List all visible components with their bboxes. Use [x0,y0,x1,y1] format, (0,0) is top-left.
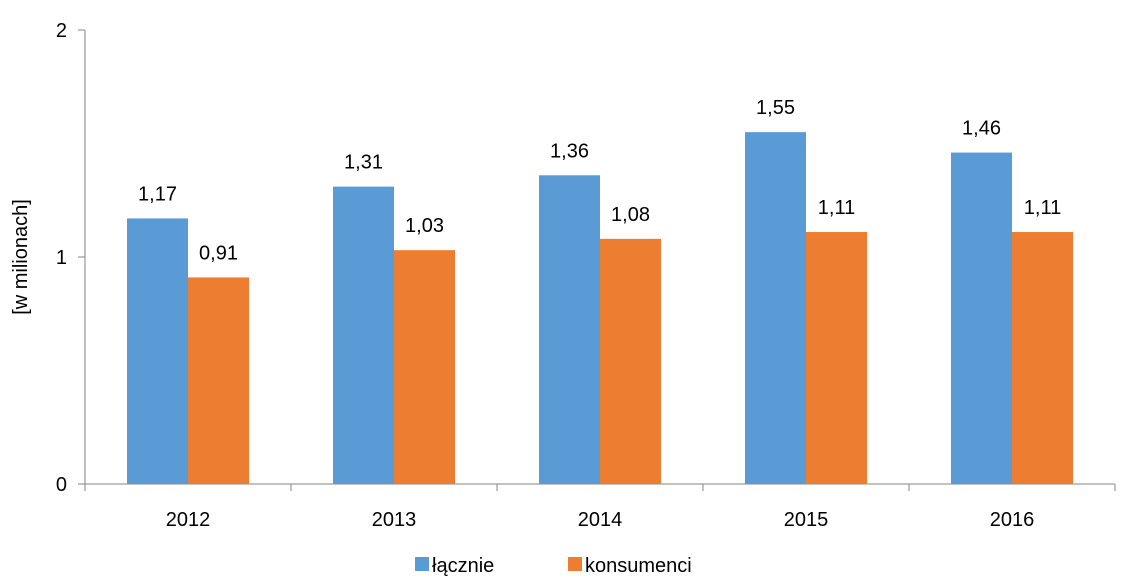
y-tick-label: 0 [56,474,67,496]
y-axis-label: [w milionach] [10,199,32,315]
plot-area: 0 1 2 2012 1,17 0,91 2013 1,31 1,03 2014 1,36 1,08 2… [56,20,1116,531]
bar-konsumenci [1012,232,1073,484]
bar-lacznie [951,152,1012,484]
x-tick-label: 2015 [784,509,829,531]
y-tick-label: 1 [56,247,67,269]
data-label: 1,31 [344,152,383,174]
bar-lacznie [127,218,188,484]
data-label: 1,08 [611,204,650,226]
data-label: 1,11 [818,197,855,219]
legend-label: łącznie [432,555,494,577]
legend: łącznie konsumenci [415,555,692,577]
x-tick-label: 2016 [990,509,1035,531]
bar-konsumenci [394,250,455,484]
data-label: 1,03 [405,215,444,237]
x-tick-label: 2013 [372,509,417,531]
bar-lacznie [539,175,600,484]
bar-konsumenci [188,277,249,484]
legend-label: konsumenci [585,555,692,577]
data-label: 1,17 [138,183,177,205]
x-tick-label: 2012 [166,509,211,531]
bar-konsumenci [806,232,867,484]
bar-lacznie [333,186,394,484]
y-tick-label: 2 [56,20,67,42]
data-label: 1,36 [550,140,589,162]
bar-lacznie [745,132,806,484]
data-label: 0,91 [199,242,238,264]
legend-swatch-lacznie [415,557,429,571]
data-label: 1,55 [756,97,795,119]
legend-swatch-konsumenci [568,557,582,571]
bar-konsumenci [600,238,661,484]
data-label: 1,46 [962,118,1001,140]
data-label: 1,11 [1024,197,1061,219]
x-tick-label: 2014 [578,509,623,531]
